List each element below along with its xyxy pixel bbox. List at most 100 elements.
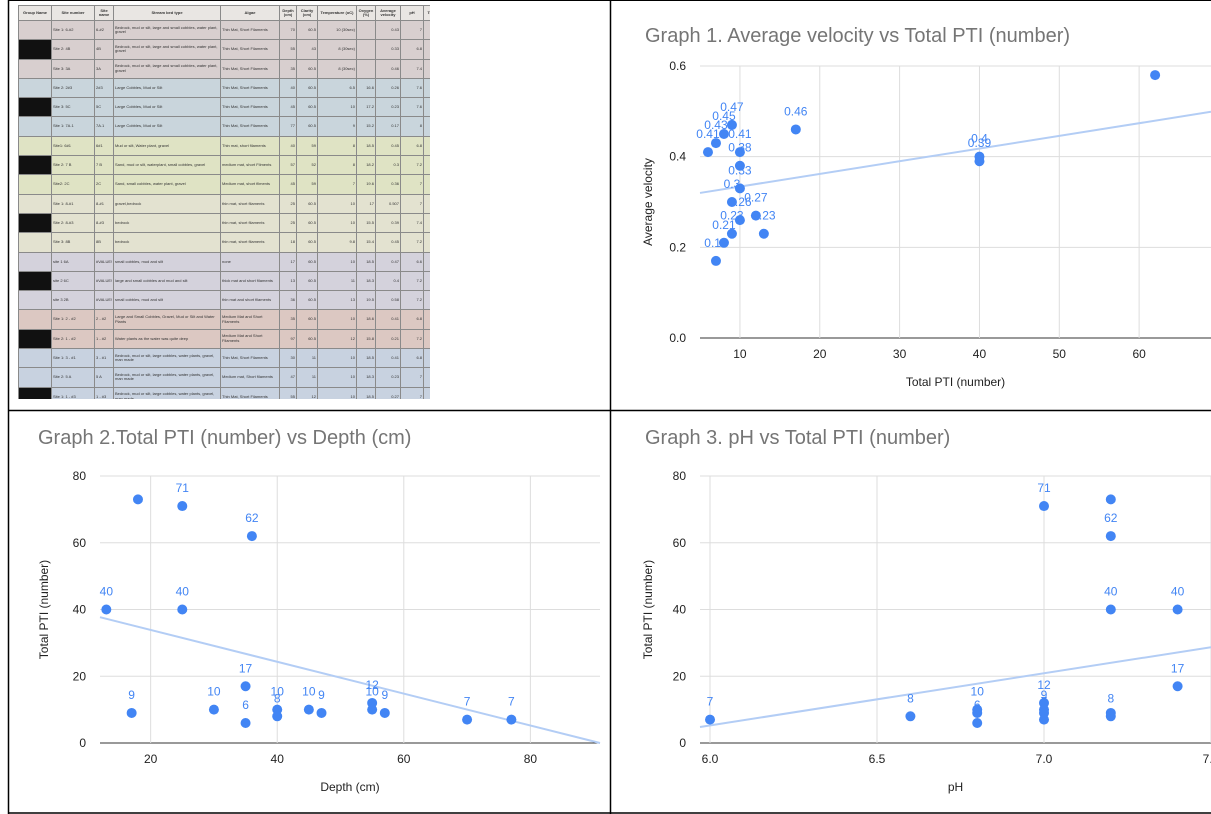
data-label: 7 <box>464 695 471 709</box>
data-point <box>367 704 378 715</box>
data-point <box>974 156 985 167</box>
data-label: 0.41 <box>696 127 720 141</box>
table-cell: 45 <box>279 97 297 118</box>
table-cell: 18.3 <box>356 367 376 388</box>
table-cell: 47 <box>279 367 297 388</box>
table-cell: Large Cobbles, Mud or Silt <box>113 116 221 137</box>
table-cell: 40 <box>423 212 430 234</box>
data-label: 10 <box>207 685 221 699</box>
data-point <box>710 138 721 149</box>
table-row: Site 3: 5C 5C Large Cobbles, Mud or Silt Th… <box>18 97 430 118</box>
table-cell: #VALUE! <box>94 270 114 292</box>
table-cell: 11 <box>296 367 318 388</box>
data-label: 0.41 <box>728 127 752 141</box>
data-point <box>1105 711 1116 722</box>
group-cell <box>18 155 52 176</box>
data-label: 9 <box>1041 688 1048 702</box>
y-tick-label: 40 <box>73 603 87 617</box>
table-cell: 8 <box>317 155 357 176</box>
table-row: Site1: 6#1 6#1 Mud or silt, Water plant, g… <box>18 135 430 157</box>
table-cell: 6.8 <box>400 309 424 330</box>
table-cell: 0.36 <box>375 174 401 195</box>
data-point <box>1150 70 1161 81</box>
data-point <box>101 604 112 615</box>
group-cell <box>18 367 52 388</box>
data-label: 0.4 <box>971 132 988 146</box>
table-row: site 1 6A #VALUE! small cobbles, mud and s… <box>18 251 430 272</box>
table-header-cell: Site name <box>94 5 114 21</box>
trendline <box>699 646 1211 728</box>
table-row: Site 1: 3 - #1 3 - #1 Bedrock, mud or silt… <box>18 348 430 369</box>
table-cell: Mud or silt, Water plant, gravel <box>113 135 221 157</box>
y-axis-title: Total PTI (number) <box>641 560 655 659</box>
group-cell <box>18 232 52 253</box>
data-label: 10 <box>365 685 379 699</box>
table-cell: 59 <box>296 135 318 157</box>
data-label: 40 <box>1171 585 1185 599</box>
data-point <box>1039 501 1050 512</box>
table-cell: 2 - #2 <box>94 309 114 330</box>
table-cell: Bedrock, mud or silt, large cobbles, wat… <box>113 348 221 369</box>
x-tick-label: 20 <box>813 347 827 361</box>
table-cell: 7 <box>400 367 424 388</box>
table-cell: 5C <box>94 97 114 118</box>
table-cell: thin mat, short filaments <box>220 193 280 214</box>
table-cell: 10 <box>317 386 357 399</box>
table-cell: 12 <box>423 386 430 399</box>
group-cell <box>18 116 52 137</box>
y-tick-label: 0.2 <box>669 240 686 254</box>
table-cell: 60.5 <box>296 328 318 350</box>
y-axis-title: Total PTI (number) <box>37 560 51 659</box>
x-axis-title: Depth (cm) <box>320 780 379 794</box>
data-label: 9 <box>381 688 388 702</box>
table-cell: 0.23 <box>375 97 401 118</box>
table-cell: 7.4 <box>400 212 424 234</box>
data-point <box>272 711 283 722</box>
x-tick-label: 50 <box>1053 347 1067 361</box>
table-cell: large and small cobbles and mud and silt <box>113 270 221 292</box>
table-cell: 0.33 <box>375 39 401 60</box>
table-cell: 7A.1 <box>94 116 114 137</box>
table-cell: 2#3 <box>94 77 114 99</box>
table-cell: 17.2 <box>356 97 376 118</box>
table-cell: site 2 6C <box>51 270 95 292</box>
table-cell: 10 <box>317 251 357 272</box>
table-cell: 8-#3 <box>94 212 114 234</box>
table-cell: 7 <box>400 174 424 195</box>
table-cell: 3 - #1 <box>94 348 114 369</box>
table-cell: 8 (30sec) <box>317 39 357 60</box>
data-label: 7 <box>707 695 714 709</box>
x-tick-label: 30 <box>893 347 907 361</box>
table-cell: 17 <box>423 58 430 79</box>
group-cell <box>18 174 52 195</box>
table-cell: Thin Mat, Short Filaments <box>220 58 280 79</box>
table-cell: 9 <box>423 155 430 176</box>
table-cell: #VALUE! <box>94 251 114 272</box>
table-cell: 62 <box>423 290 430 311</box>
data-point <box>1172 681 1183 692</box>
table-cell: Site 1: 6-#2 <box>51 19 95 41</box>
table-row: Site 2: 2#3 2#3 Large Cobbles, Mud or Silt… <box>18 77 430 99</box>
group-cell <box>18 212 52 234</box>
x-tick-label: 20 <box>144 752 158 766</box>
table-cell: gravel,bedrock <box>113 193 221 214</box>
y-tick-label: 60 <box>73 536 87 550</box>
table-cell: 7.2 <box>400 290 424 311</box>
table-cell: 0.41 <box>375 309 401 330</box>
x-tick-label: 60 <box>397 752 411 766</box>
y-tick-label: 80 <box>673 469 687 483</box>
group-cell <box>18 386 52 399</box>
table-cell: Site 2: 2#3 <box>51 77 95 99</box>
table-cell: 0.39 <box>375 212 401 234</box>
table-header-cell: Site number <box>51 5 95 21</box>
group-cell <box>18 135 52 157</box>
table-cell: 18.2 <box>356 155 376 176</box>
table-cell: site 3 2B <box>51 290 95 311</box>
table-cell: 59 <box>296 174 318 195</box>
data-label: 0.39 <box>968 136 992 150</box>
table-cell: 15.2 <box>356 116 376 137</box>
table-cell: 8B <box>94 232 114 253</box>
